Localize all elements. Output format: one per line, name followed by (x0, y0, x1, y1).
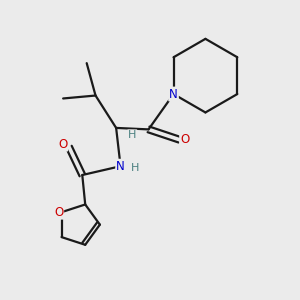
Text: O: O (54, 206, 63, 219)
Text: H: H (131, 163, 140, 173)
Text: N: N (116, 160, 125, 173)
Text: O: O (58, 138, 67, 151)
Text: N: N (169, 88, 178, 100)
Text: O: O (180, 133, 189, 146)
Text: H: H (128, 130, 136, 140)
